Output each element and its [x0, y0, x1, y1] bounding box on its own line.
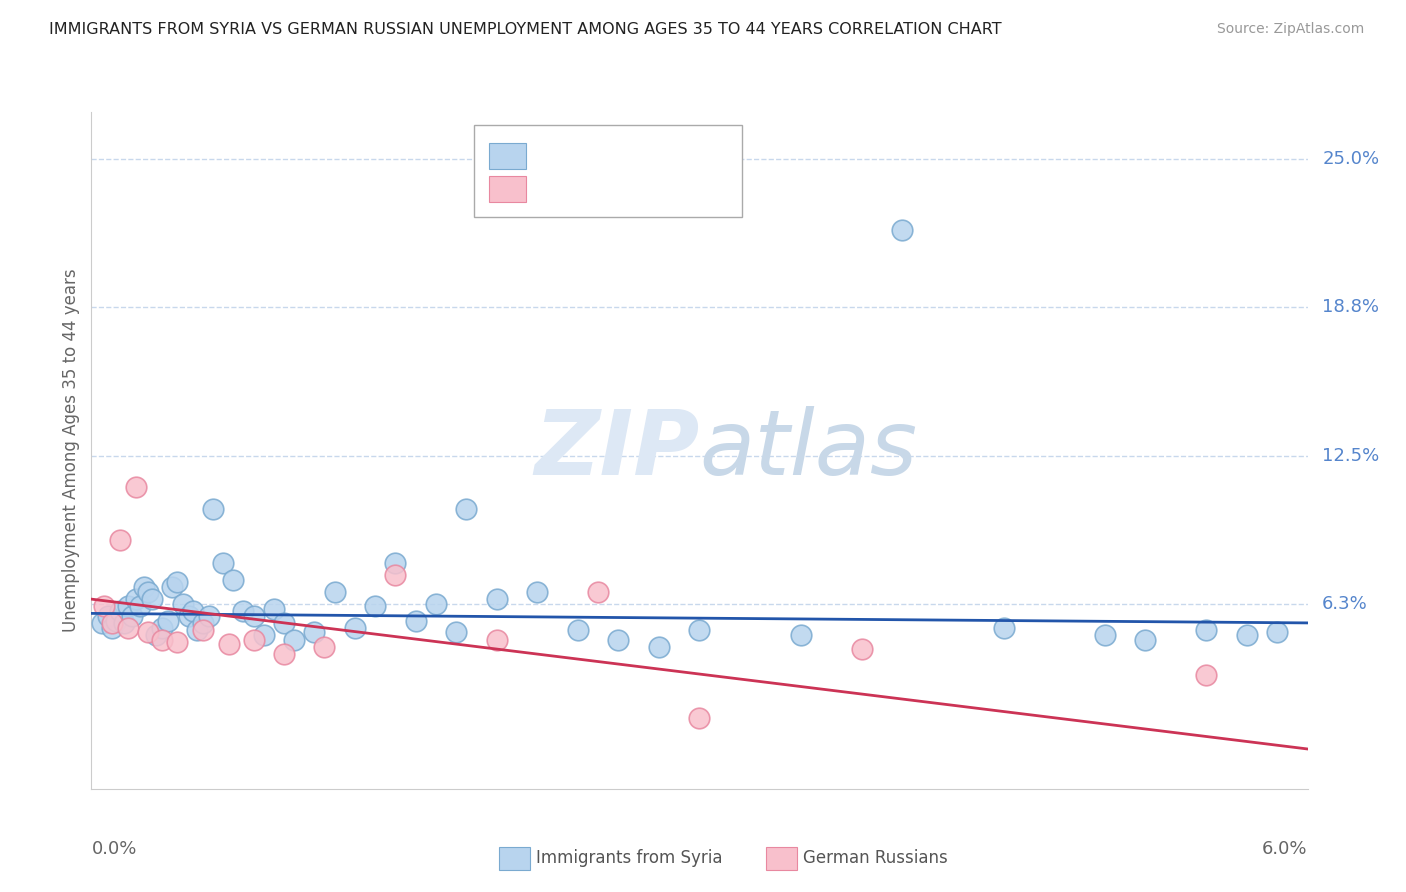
Point [212, 557, 235, 571]
FancyBboxPatch shape [489, 143, 526, 169]
Text: Immigrants from Syria: Immigrants from Syria [536, 849, 723, 867]
Point [607, 632, 630, 647]
Point [177, 608, 200, 623]
FancyBboxPatch shape [474, 125, 742, 217]
Point [162, 580, 184, 594]
Point [125, 480, 148, 494]
Point [263, 601, 285, 615]
Point [384, 557, 406, 571]
Point [108, 604, 131, 618]
Point [242, 608, 264, 623]
Text: N =: N = [644, 180, 690, 198]
Point [132, 580, 155, 594]
Point [181, 604, 204, 618]
Point [150, 621, 173, 635]
Point [1195, 668, 1218, 682]
Point [112, 615, 135, 630]
Point [100, 615, 122, 630]
Text: 12.5%: 12.5% [1322, 448, 1379, 466]
Point [136, 585, 159, 599]
Text: 19: 19 [689, 180, 711, 198]
Text: IMMIGRANTS FROM SYRIA VS GERMAN RUSSIAN UNEMPLOYMENT AMONG AGES 35 TO 44 YEARS C: IMMIGRANTS FROM SYRIA VS GERMAN RUSSIAN … [49, 22, 1002, 37]
Point [586, 585, 609, 599]
Y-axis label: Unemployment Among Ages 35 to 44 years: Unemployment Among Ages 35 to 44 years [62, 268, 80, 632]
Point [444, 625, 467, 640]
Point [1236, 628, 1258, 642]
Point [145, 628, 167, 642]
Point [201, 501, 224, 516]
Text: Source: ZipAtlas.com: Source: ZipAtlas.com [1216, 22, 1364, 37]
Text: 6.3%: 6.3% [1322, 595, 1368, 613]
Text: -0.497: -0.497 [581, 180, 640, 198]
Point [232, 604, 254, 618]
Point [125, 592, 148, 607]
Text: atlas: atlas [699, 407, 918, 494]
Point [688, 623, 710, 637]
Point [172, 597, 194, 611]
Point [191, 615, 214, 630]
Point [157, 614, 180, 628]
Point [273, 615, 295, 630]
Point [218, 637, 240, 651]
Point [323, 585, 346, 599]
Point [166, 575, 188, 590]
Point [150, 632, 173, 647]
Text: 18.8%: 18.8% [1322, 298, 1379, 316]
Text: 6.0%: 6.0% [1263, 840, 1308, 858]
Point [93, 599, 115, 614]
Point [104, 614, 127, 628]
Text: 0.0%: 0.0% [91, 840, 136, 858]
Point [100, 621, 122, 635]
Text: 56: 56 [689, 146, 711, 164]
Point [688, 711, 710, 725]
Point [485, 632, 508, 647]
Point [405, 614, 427, 628]
Text: N =: N = [644, 146, 690, 164]
Point [191, 623, 214, 637]
Point [364, 599, 387, 614]
Point [891, 223, 914, 237]
Point [1195, 623, 1218, 637]
Point [186, 623, 208, 637]
Point [222, 573, 245, 587]
Point [485, 592, 508, 607]
Point [108, 533, 131, 547]
Point [283, 632, 305, 647]
Point [384, 568, 406, 582]
Point [117, 621, 139, 635]
Text: R =: R = [540, 146, 576, 164]
Point [567, 623, 589, 637]
Point [141, 592, 163, 607]
Point [121, 608, 143, 623]
Point [117, 599, 139, 614]
Point [90, 615, 112, 630]
Point [648, 640, 671, 654]
Text: -0.014: -0.014 [581, 146, 640, 164]
Point [1094, 628, 1116, 642]
Point [993, 621, 1015, 635]
Text: German Russians: German Russians [803, 849, 948, 867]
Point [851, 642, 873, 657]
Point [343, 621, 366, 635]
Text: R =: R = [540, 180, 576, 198]
Point [129, 599, 152, 614]
Point [198, 608, 221, 623]
Point [1265, 625, 1288, 640]
Point [425, 597, 447, 611]
Text: ZIP: ZIP [534, 407, 699, 494]
Point [136, 625, 159, 640]
Point [790, 628, 813, 642]
Point [273, 647, 295, 661]
Point [253, 628, 276, 642]
FancyBboxPatch shape [489, 177, 526, 202]
Point [526, 585, 548, 599]
Point [242, 632, 264, 647]
Point [314, 640, 336, 654]
Point [97, 608, 120, 623]
Point [456, 501, 478, 516]
Point [1135, 632, 1157, 647]
Point [304, 625, 326, 640]
Point [166, 635, 188, 649]
Text: 25.0%: 25.0% [1322, 150, 1379, 168]
